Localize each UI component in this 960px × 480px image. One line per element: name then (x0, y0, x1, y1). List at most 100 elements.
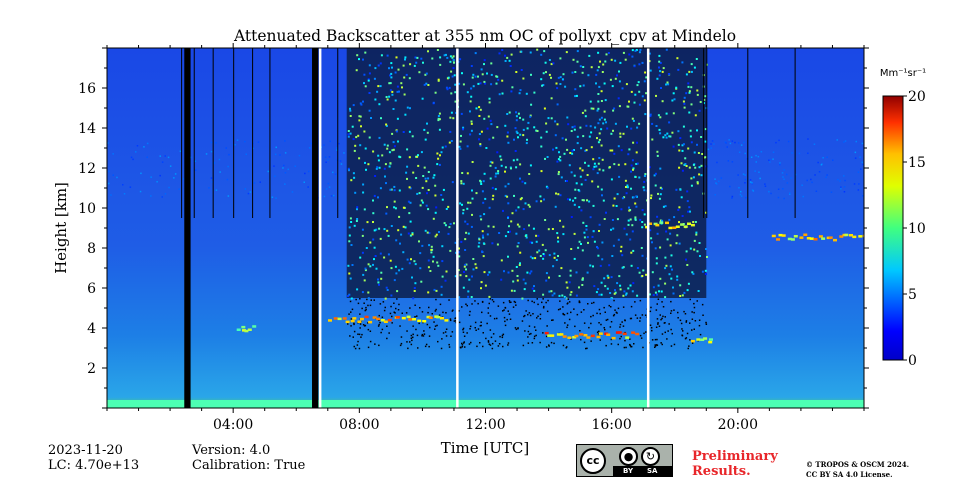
noise-pixel (502, 345, 504, 348)
noise-pixel (445, 312, 447, 314)
noise-pixel (580, 338, 582, 341)
noise-pixel (365, 308, 367, 311)
noise-pixel (548, 290, 551, 293)
noise-pixel (519, 89, 522, 92)
noise-pixel (489, 344, 492, 346)
noise-pixel (616, 312, 618, 314)
share-alike-icon: ↻ (641, 447, 660, 466)
noise-pixel (358, 333, 361, 336)
aerosol-pixel (729, 185, 731, 188)
noise-pixel (379, 62, 382, 65)
noise-pixel (424, 177, 427, 180)
noise-pixel (458, 82, 461, 85)
noise-pixel (431, 313, 433, 315)
cloud-layer-pixel (668, 226, 673, 230)
noise-pixel (359, 327, 361, 329)
noise-pixel (531, 287, 534, 290)
aerosol-pixel (832, 159, 834, 161)
noise-pixel (530, 332, 532, 335)
noise-pixel (559, 83, 562, 85)
noise-pixel (461, 344, 464, 346)
noise-pixel (389, 74, 392, 77)
noise-pixel (548, 73, 551, 76)
aerosol-pixel (749, 181, 752, 183)
noise-pixel (563, 152, 566, 155)
noise-pixel (530, 73, 532, 76)
aerosol-pixel (795, 173, 797, 176)
noise-pixel (437, 157, 440, 160)
cloud-layer-pixel (844, 233, 849, 237)
noise-pixel (362, 273, 365, 276)
noise-pixel (582, 135, 585, 138)
noise-pixel (436, 261, 439, 264)
noise-pixel (522, 77, 525, 80)
noise-pixel (611, 255, 614, 257)
noise-pixel (353, 224, 356, 227)
y-tick-label: 2 (87, 361, 96, 377)
noise-pixel (434, 325, 437, 327)
noise-pixel (595, 291, 598, 294)
noise-pixel (451, 310, 454, 312)
noise-pixel (349, 217, 352, 220)
noise-pixel (593, 240, 596, 243)
chart-title: Attenuated Backscatter at 355 nm OC of p… (233, 27, 736, 45)
noise-pixel (533, 335, 536, 338)
noise-pixel (690, 63, 693, 66)
noise-pixel (380, 331, 382, 334)
noise-pixel (696, 89, 699, 92)
noise-pixel (535, 234, 538, 237)
noise-pixel (609, 149, 612, 152)
noise-pixel (451, 181, 454, 184)
cloud-layer-pixel (559, 333, 564, 336)
noise-pixel (621, 321, 623, 323)
aerosol-pixel (143, 146, 145, 148)
noise-pixel (573, 257, 576, 260)
noise-pixel (581, 199, 584, 202)
noise-pixel (368, 72, 371, 75)
noise-pixel (670, 345, 673, 347)
noise-pixel (527, 342, 530, 344)
noise-pixel (622, 325, 625, 327)
noise-pixel (363, 130, 366, 133)
noise-pixel (391, 132, 394, 135)
noise-pixel (444, 279, 447, 282)
noise-pixel (417, 164, 420, 167)
aerosol-pixel (770, 192, 772, 195)
noise-pixel (565, 51, 568, 54)
noise-pixel (413, 287, 416, 289)
missing-data-streak (794, 48, 796, 218)
cloud-layer-pixel (813, 238, 818, 241)
noise-pixel (488, 206, 491, 209)
aerosol-pixel (813, 143, 816, 145)
noise-pixel (677, 311, 679, 314)
noise-pixel (604, 99, 607, 102)
noise-pixel (574, 188, 577, 191)
aerosol-pixel (146, 156, 148, 158)
cloud-layer-pixel (406, 315, 411, 319)
cloud-layer-pixel (708, 340, 713, 344)
noise-pixel (632, 249, 635, 252)
noise-pixel (449, 319, 452, 322)
noise-pixel (362, 58, 364, 61)
noise-pixel (659, 186, 662, 189)
noise-pixel (643, 213, 646, 216)
noise-pixel (608, 264, 611, 267)
noise-pixel (471, 197, 474, 200)
noise-pixel (567, 123, 570, 126)
gap-lines (318, 48, 650, 408)
noise-pixel (424, 73, 427, 76)
noise-pixel (391, 149, 394, 152)
noise-pixel (541, 301, 543, 304)
noise-pixel (601, 241, 604, 244)
noise-pixel (544, 61, 547, 64)
noise-pixel (445, 270, 448, 273)
noise-pixel (593, 285, 596, 288)
noise-pixel (629, 338, 631, 340)
noise-pixel (541, 84, 544, 87)
noise-pixel (672, 292, 675, 295)
noise-pixel (610, 178, 613, 181)
noise-pixel (547, 299, 549, 302)
noise-pixel (648, 293, 651, 296)
aerosol-pixel (244, 188, 247, 190)
